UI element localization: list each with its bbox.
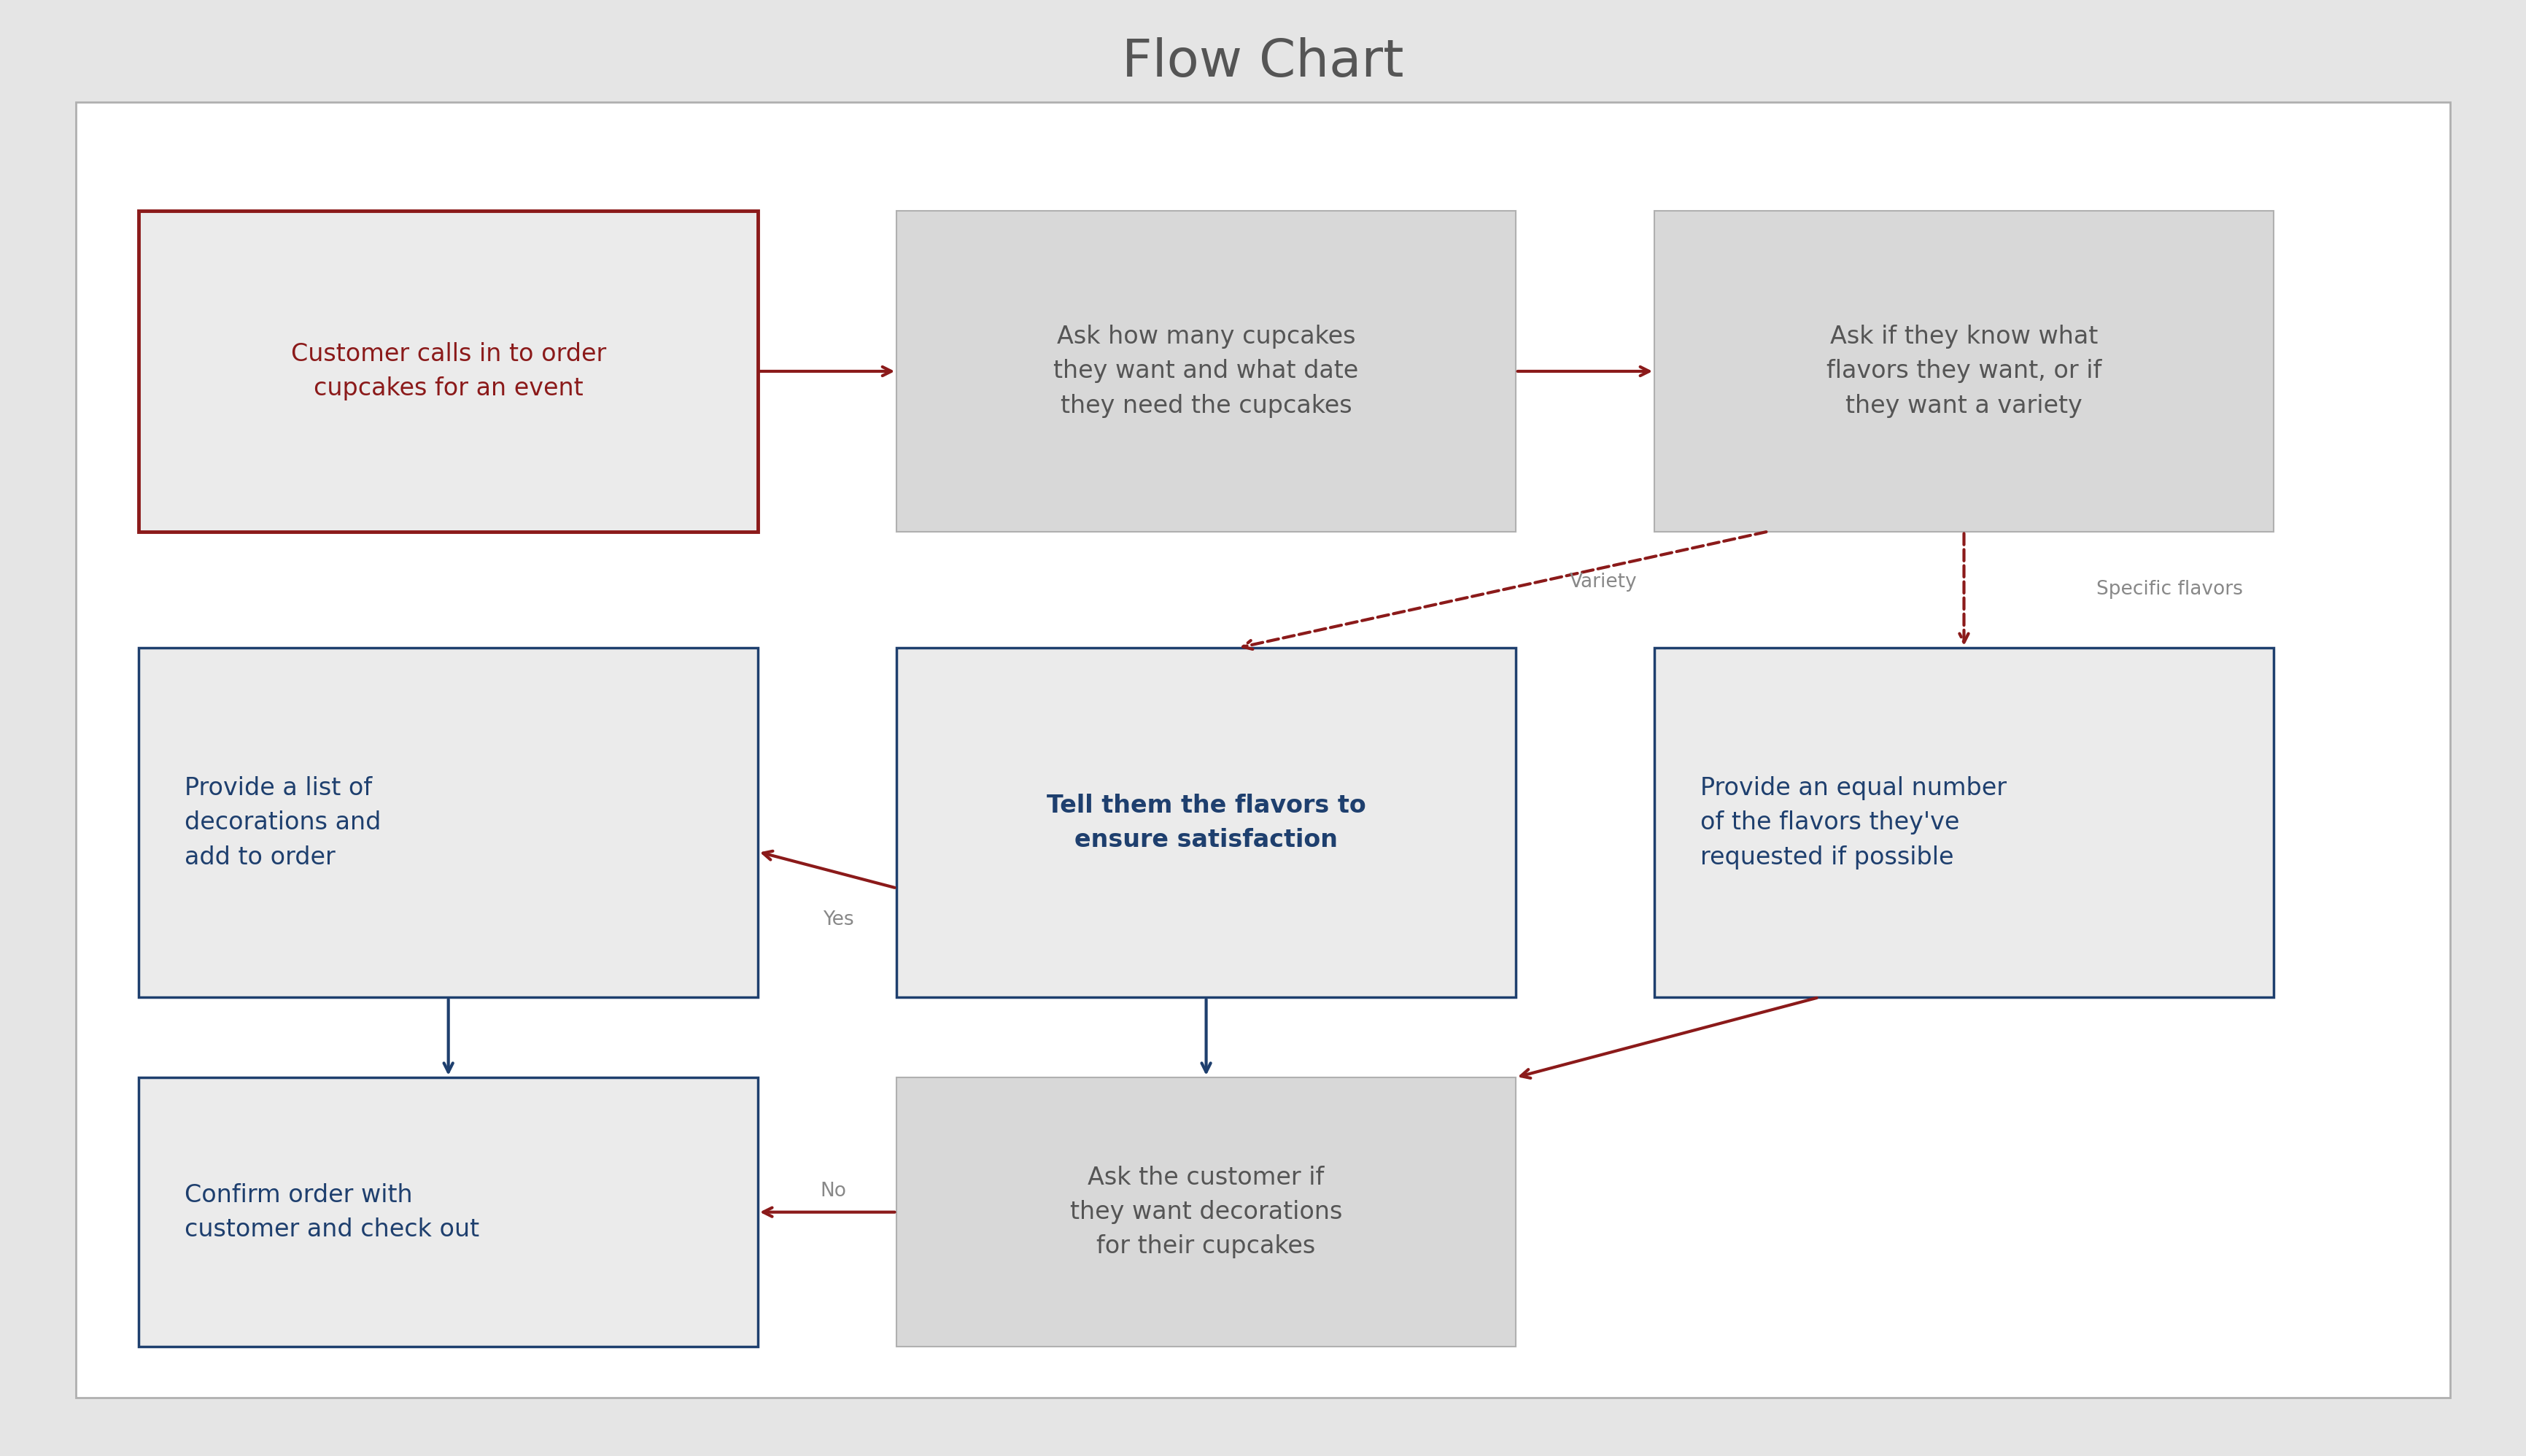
FancyBboxPatch shape <box>139 1077 758 1347</box>
FancyBboxPatch shape <box>139 211 758 531</box>
Text: No: No <box>821 1181 846 1201</box>
Text: Specific flavors: Specific flavors <box>2097 579 2243 600</box>
Text: Ask if they know what
flavors they want, or if
they want a variety: Ask if they know what flavors they want,… <box>1826 325 2102 418</box>
FancyBboxPatch shape <box>139 648 758 997</box>
FancyBboxPatch shape <box>897 1077 1516 1347</box>
Text: Variety: Variety <box>1569 572 1637 593</box>
Text: Customer calls in to order
cupcakes for an event: Customer calls in to order cupcakes for … <box>290 342 606 400</box>
Text: Confirm order with
customer and check out: Confirm order with customer and check ou… <box>184 1182 480 1242</box>
Text: Provide a list of
decorations and
add to order: Provide a list of decorations and add to… <box>184 776 381 869</box>
FancyBboxPatch shape <box>1655 648 2273 997</box>
Text: Provide an equal number
of the flavors they've
requested if possible: Provide an equal number of the flavors t… <box>1700 776 2006 869</box>
Text: Yes: Yes <box>823 910 854 930</box>
Text: Ask the customer if
they want decorations
for their cupcakes: Ask the customer if they want decoration… <box>1071 1166 1341 1258</box>
FancyBboxPatch shape <box>1655 211 2273 531</box>
FancyBboxPatch shape <box>897 648 1516 997</box>
FancyBboxPatch shape <box>897 211 1516 531</box>
Text: Tell them the flavors to
ensure satisfaction: Tell them the flavors to ensure satisfac… <box>1046 794 1367 852</box>
Text: Flow Chart: Flow Chart <box>1122 38 1404 87</box>
FancyBboxPatch shape <box>76 102 2450 1398</box>
Text: Ask how many cupcakes
they want and what date
they need the cupcakes: Ask how many cupcakes they want and what… <box>1053 325 1359 418</box>
